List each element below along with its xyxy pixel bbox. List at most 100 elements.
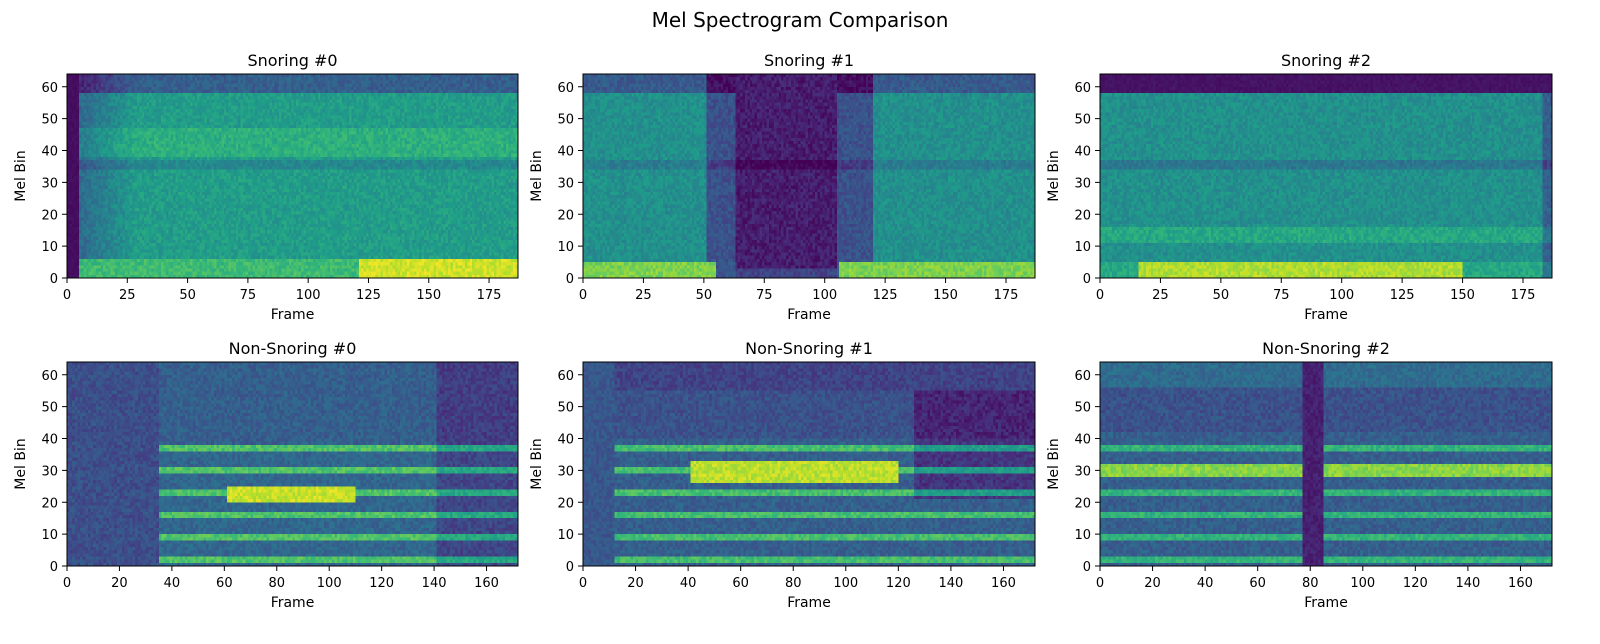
y-tick-label: 40	[1074, 433, 1091, 448]
axes-frame	[66, 73, 519, 279]
x-axis-label: Frame	[787, 307, 831, 323]
y-tick-label: 0	[1083, 560, 1091, 575]
x-tick-label: 40	[164, 576, 181, 591]
x-tick-label: 60	[216, 576, 233, 591]
heatmap-image	[583, 74, 1035, 278]
axes-frame	[582, 73, 1036, 279]
x-tick-label: 150	[416, 288, 441, 303]
subplot-4: Non-Snoring #0 0 20 40 60 80 100 120 140 160 0 10 20…	[13, 339, 519, 611]
y-tick-label: 20	[1074, 496, 1091, 511]
y-tick-label: 30	[557, 176, 574, 191]
x-tick-label: 0	[1096, 576, 1104, 591]
y-tick-label: 30	[1074, 464, 1091, 479]
x-tick-label: 150	[1450, 288, 1475, 303]
x-tick-label: 75	[240, 288, 257, 303]
y-tick-label: 20	[41, 208, 58, 223]
y-tick-label: 50	[557, 401, 574, 416]
x-tick-label: 175	[1511, 288, 1536, 303]
y-tick-label: 50	[557, 113, 574, 128]
y-tick-label: 10	[1074, 528, 1091, 543]
y-tick-label: 60	[41, 81, 58, 96]
x-tick-label: 0	[63, 288, 71, 303]
y-tick-label: 40	[1074, 145, 1091, 160]
y-tick-label: 50	[41, 113, 58, 128]
x-tick-label: 0	[579, 576, 587, 591]
x-tick-label: 140	[938, 576, 963, 591]
x-tick-label: 80	[1302, 576, 1319, 591]
heatmap-image	[1100, 74, 1552, 278]
y-axis-label: Mel Bin	[1046, 150, 1062, 201]
heatmap-image	[67, 362, 518, 566]
y-axis-label: Mel Bin	[529, 150, 545, 201]
x-tick-label: 40	[1197, 576, 1214, 591]
y-tick-label: 0	[1083, 272, 1091, 287]
x-tick-label: 175	[477, 288, 502, 303]
x-tick-label: 25	[1152, 288, 1169, 303]
x-tick-label: 100	[833, 576, 858, 591]
figure-title: Mel Spectrogram Comparison	[651, 8, 949, 32]
x-tick-label: 20	[627, 576, 644, 591]
x-tick-label: 100	[812, 288, 837, 303]
y-tick-label: 20	[557, 496, 574, 511]
x-axis-label: Frame	[271, 595, 315, 611]
y-tick-label: 50	[41, 401, 58, 416]
y-tick-label: 40	[41, 433, 58, 448]
subplot-5: Non-Snoring #1 0 20 40 60 80 100 120 140 160 0 10 20…	[529, 339, 1036, 611]
axes-frame	[582, 361, 1036, 567]
subplot-3: Snoring #2 0 25 50 75 100 125 150 175 0 10 20 30 40 50…	[1046, 51, 1553, 323]
x-tick-label: 100	[1329, 288, 1354, 303]
x-tick-label: 80	[785, 576, 802, 591]
x-tick-label: 140	[1455, 576, 1480, 591]
y-tick-label: 60	[557, 369, 574, 384]
y-tick-label: 60	[557, 81, 574, 96]
y-tick-label: 40	[41, 145, 58, 160]
y-tick-label: 30	[41, 176, 58, 191]
y-tick-label: 20	[1074, 208, 1091, 223]
x-tick-label: 100	[317, 576, 342, 591]
x-tick-label: 20	[1144, 576, 1161, 591]
y-tick-label: 0	[50, 560, 58, 575]
y-tick-label: 60	[41, 369, 58, 384]
x-tick-label: 40	[680, 576, 697, 591]
y-tick-label: 40	[557, 145, 574, 160]
y-tick-label: 10	[557, 240, 574, 255]
x-tick-label: 140	[422, 576, 447, 591]
subplot-title: Snoring #1	[764, 51, 854, 70]
y-tick-label: 30	[1074, 176, 1091, 191]
x-tick-label: 75	[1273, 288, 1290, 303]
y-tick-label: 20	[41, 496, 58, 511]
subplot-title: Snoring #0	[247, 51, 337, 70]
x-tick-label: 160	[991, 576, 1016, 591]
y-tick-label: 10	[41, 240, 58, 255]
x-tick-label: 60	[732, 576, 749, 591]
axes-frame	[1099, 73, 1553, 279]
axes-frame	[66, 361, 519, 567]
x-tick-label: 160	[1508, 576, 1533, 591]
subplot-title: Non-Snoring #2	[1262, 339, 1390, 358]
x-axis-label: Frame	[271, 307, 315, 323]
x-tick-label: 120	[886, 576, 911, 591]
y-axis-label: Mel Bin	[13, 150, 29, 201]
y-tick-label: 0	[50, 272, 58, 287]
x-tick-label: 75	[756, 288, 773, 303]
x-tick-label: 120	[1403, 576, 1428, 591]
y-tick-label: 50	[1074, 401, 1091, 416]
x-tick-label: 25	[119, 288, 136, 303]
x-tick-label: 20	[111, 576, 128, 591]
x-tick-label: 175	[994, 288, 1019, 303]
heatmap-image	[583, 362, 1035, 566]
subplot-title: Non-Snoring #1	[745, 339, 873, 358]
y-tick-label: 30	[557, 464, 574, 479]
x-tick-label: 120	[369, 576, 394, 591]
y-axis-label: Mel Bin	[529, 438, 545, 489]
y-tick-label: 20	[557, 208, 574, 223]
x-tick-label: 0	[63, 576, 71, 591]
heatmap-image	[67, 74, 518, 278]
y-tick-label: 10	[557, 528, 574, 543]
x-tick-label: 125	[873, 288, 898, 303]
x-tick-label: 125	[1390, 288, 1415, 303]
y-tick-label: 50	[1074, 113, 1091, 128]
heatmap-image	[1100, 362, 1552, 566]
x-axis-label: Frame	[1304, 307, 1348, 323]
